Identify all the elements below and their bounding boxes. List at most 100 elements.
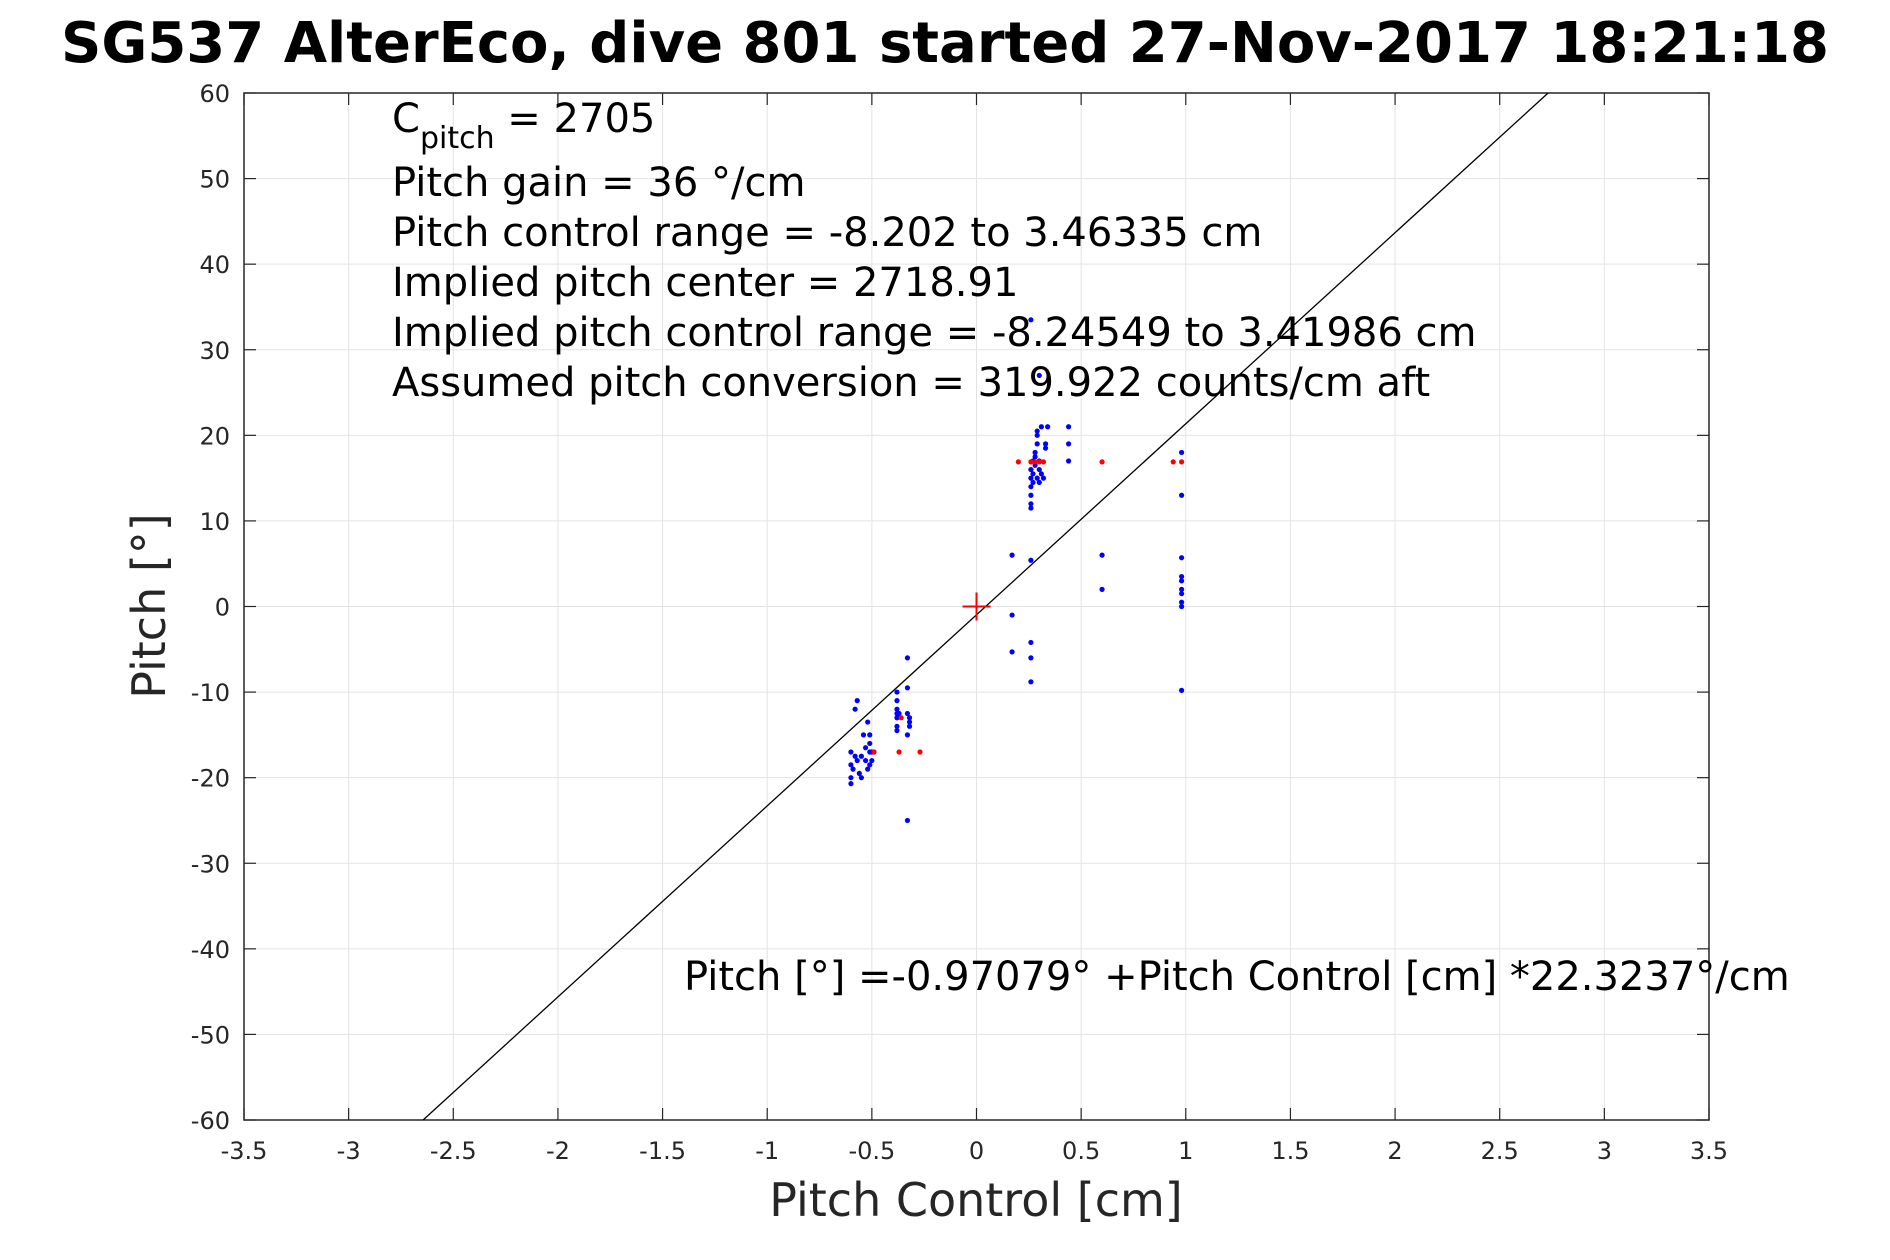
data-point — [904, 655, 911, 661]
data-point — [1030, 479, 1036, 486]
x-tick-labels: -3.5 -3 -2.5 -2 -1.5 -1 -0.5 0 0.5 1 1.5 2 2.5 3 3.5 — [221, 1137, 1729, 1165]
data-point — [1040, 459, 1047, 465]
data-point — [860, 732, 867, 738]
data-point — [1042, 441, 1049, 447]
y-tick-label: 50 — [199, 166, 230, 194]
data-point — [1028, 557, 1034, 563]
data-point — [898, 715, 904, 721]
data-point — [848, 775, 854, 781]
data-point — [894, 723, 900, 729]
data-point — [1032, 449, 1038, 456]
annotation-line: Assumed pitch conversion = 319.922 count… — [392, 360, 1430, 406]
data-point — [1034, 475, 1040, 481]
data-point — [1028, 492, 1034, 498]
data-point — [862, 745, 869, 751]
x-tick-label: -1 — [755, 1137, 779, 1165]
y-axis-label: Pitch [°] — [122, 513, 176, 699]
data-point — [1179, 591, 1185, 597]
x-tick-label: -1.5 — [639, 1137, 686, 1165]
y-tick-label: 60 — [199, 80, 230, 108]
data-point — [1179, 603, 1185, 610]
data-point — [862, 757, 869, 764]
data-point — [1045, 424, 1051, 430]
data-point — [1028, 639, 1034, 646]
annotation-line: Implied pitch control range = -8.24549 t… — [392, 310, 1476, 356]
data-point — [1179, 687, 1185, 693]
x-tick-label: -2 — [546, 1137, 570, 1165]
data-point — [1179, 492, 1185, 498]
data-point — [850, 766, 856, 772]
x-tick-label: -3.5 — [221, 1137, 268, 1165]
data-point — [867, 732, 873, 738]
annotation-line: Pitch gain = 36 °/cm — [392, 160, 805, 206]
data-point — [1036, 466, 1042, 473]
data-point — [1040, 475, 1047, 481]
data-point — [852, 706, 858, 712]
data-point — [894, 706, 900, 712]
data-point — [1028, 505, 1034, 511]
data-point — [1028, 459, 1034, 465]
x-tick-label: 3 — [1597, 1137, 1612, 1165]
x-tick-label: 2.5 — [1481, 1137, 1519, 1165]
data-point — [1009, 552, 1015, 558]
axis-ticks — [243, 92, 1710, 1121]
data-point — [1038, 471, 1044, 477]
data-point — [1036, 459, 1042, 465]
data-point — [869, 757, 875, 764]
x-axis-label: Pitch Control [cm] — [769, 1173, 1183, 1227]
y-tick-label: -10 — [191, 679, 230, 707]
x-tick-label: 0.5 — [1062, 1137, 1100, 1165]
data-point — [867, 762, 873, 768]
data-point — [867, 740, 873, 747]
data-point — [848, 749, 854, 755]
data-point — [1036, 372, 1042, 379]
data-point — [1042, 445, 1049, 451]
data-point — [1065, 458, 1072, 464]
data-point — [1015, 459, 1021, 465]
data-point — [1179, 573, 1185, 580]
data-points — [848, 317, 1185, 824]
x-tick-label: 1 — [1178, 1137, 1193, 1165]
data-point — [865, 719, 871, 725]
data-point — [1099, 459, 1105, 465]
data-point — [1065, 424, 1072, 430]
y-tick-label: -30 — [191, 850, 230, 878]
data-point — [906, 719, 913, 725]
data-point — [1028, 475, 1034, 481]
data-point — [1179, 599, 1185, 605]
data-point — [906, 715, 913, 721]
chart-title: SG537 AlterEco, dive 801 started 27-Nov-… — [61, 11, 1829, 76]
data-point — [1028, 466, 1034, 473]
data-point — [1009, 649, 1015, 655]
y-tick-label: -40 — [191, 936, 230, 964]
data-point — [865, 766, 871, 772]
x-tick-label: 1.5 — [1271, 1137, 1309, 1165]
data-point — [1036, 479, 1042, 486]
data-point — [856, 770, 862, 776]
annotation-line: Pitch control range = -8.202 to 3.46335 … — [392, 210, 1262, 256]
data-point — [1032, 454, 1038, 460]
data-point — [854, 757, 860, 764]
data-point — [894, 689, 900, 695]
x-tick-label: 3.5 — [1690, 1137, 1728, 1165]
y-tick-label: -60 — [191, 1107, 230, 1135]
data-point — [896, 749, 902, 755]
data-point — [848, 762, 854, 768]
annotation-line: Implied pitch center = 2718.91 — [392, 260, 1018, 306]
data-point — [904, 685, 911, 691]
data-point — [917, 749, 923, 755]
data-point — [904, 710, 911, 717]
data-point — [852, 753, 858, 759]
y-tick-label: 20 — [199, 422, 230, 450]
parameter-annotations: Cpitch = 2705 Pitch gain = 36 °/cm Pitch… — [392, 96, 1790, 1000]
data-point — [1099, 586, 1105, 592]
data-point — [1099, 552, 1105, 558]
data-point — [871, 749, 877, 755]
grid — [243, 92, 1710, 1121]
data-point — [894, 698, 900, 704]
data-point — [1028, 679, 1034, 685]
data-point — [1034, 428, 1040, 434]
data-point — [848, 781, 854, 787]
data-point — [894, 727, 900, 734]
